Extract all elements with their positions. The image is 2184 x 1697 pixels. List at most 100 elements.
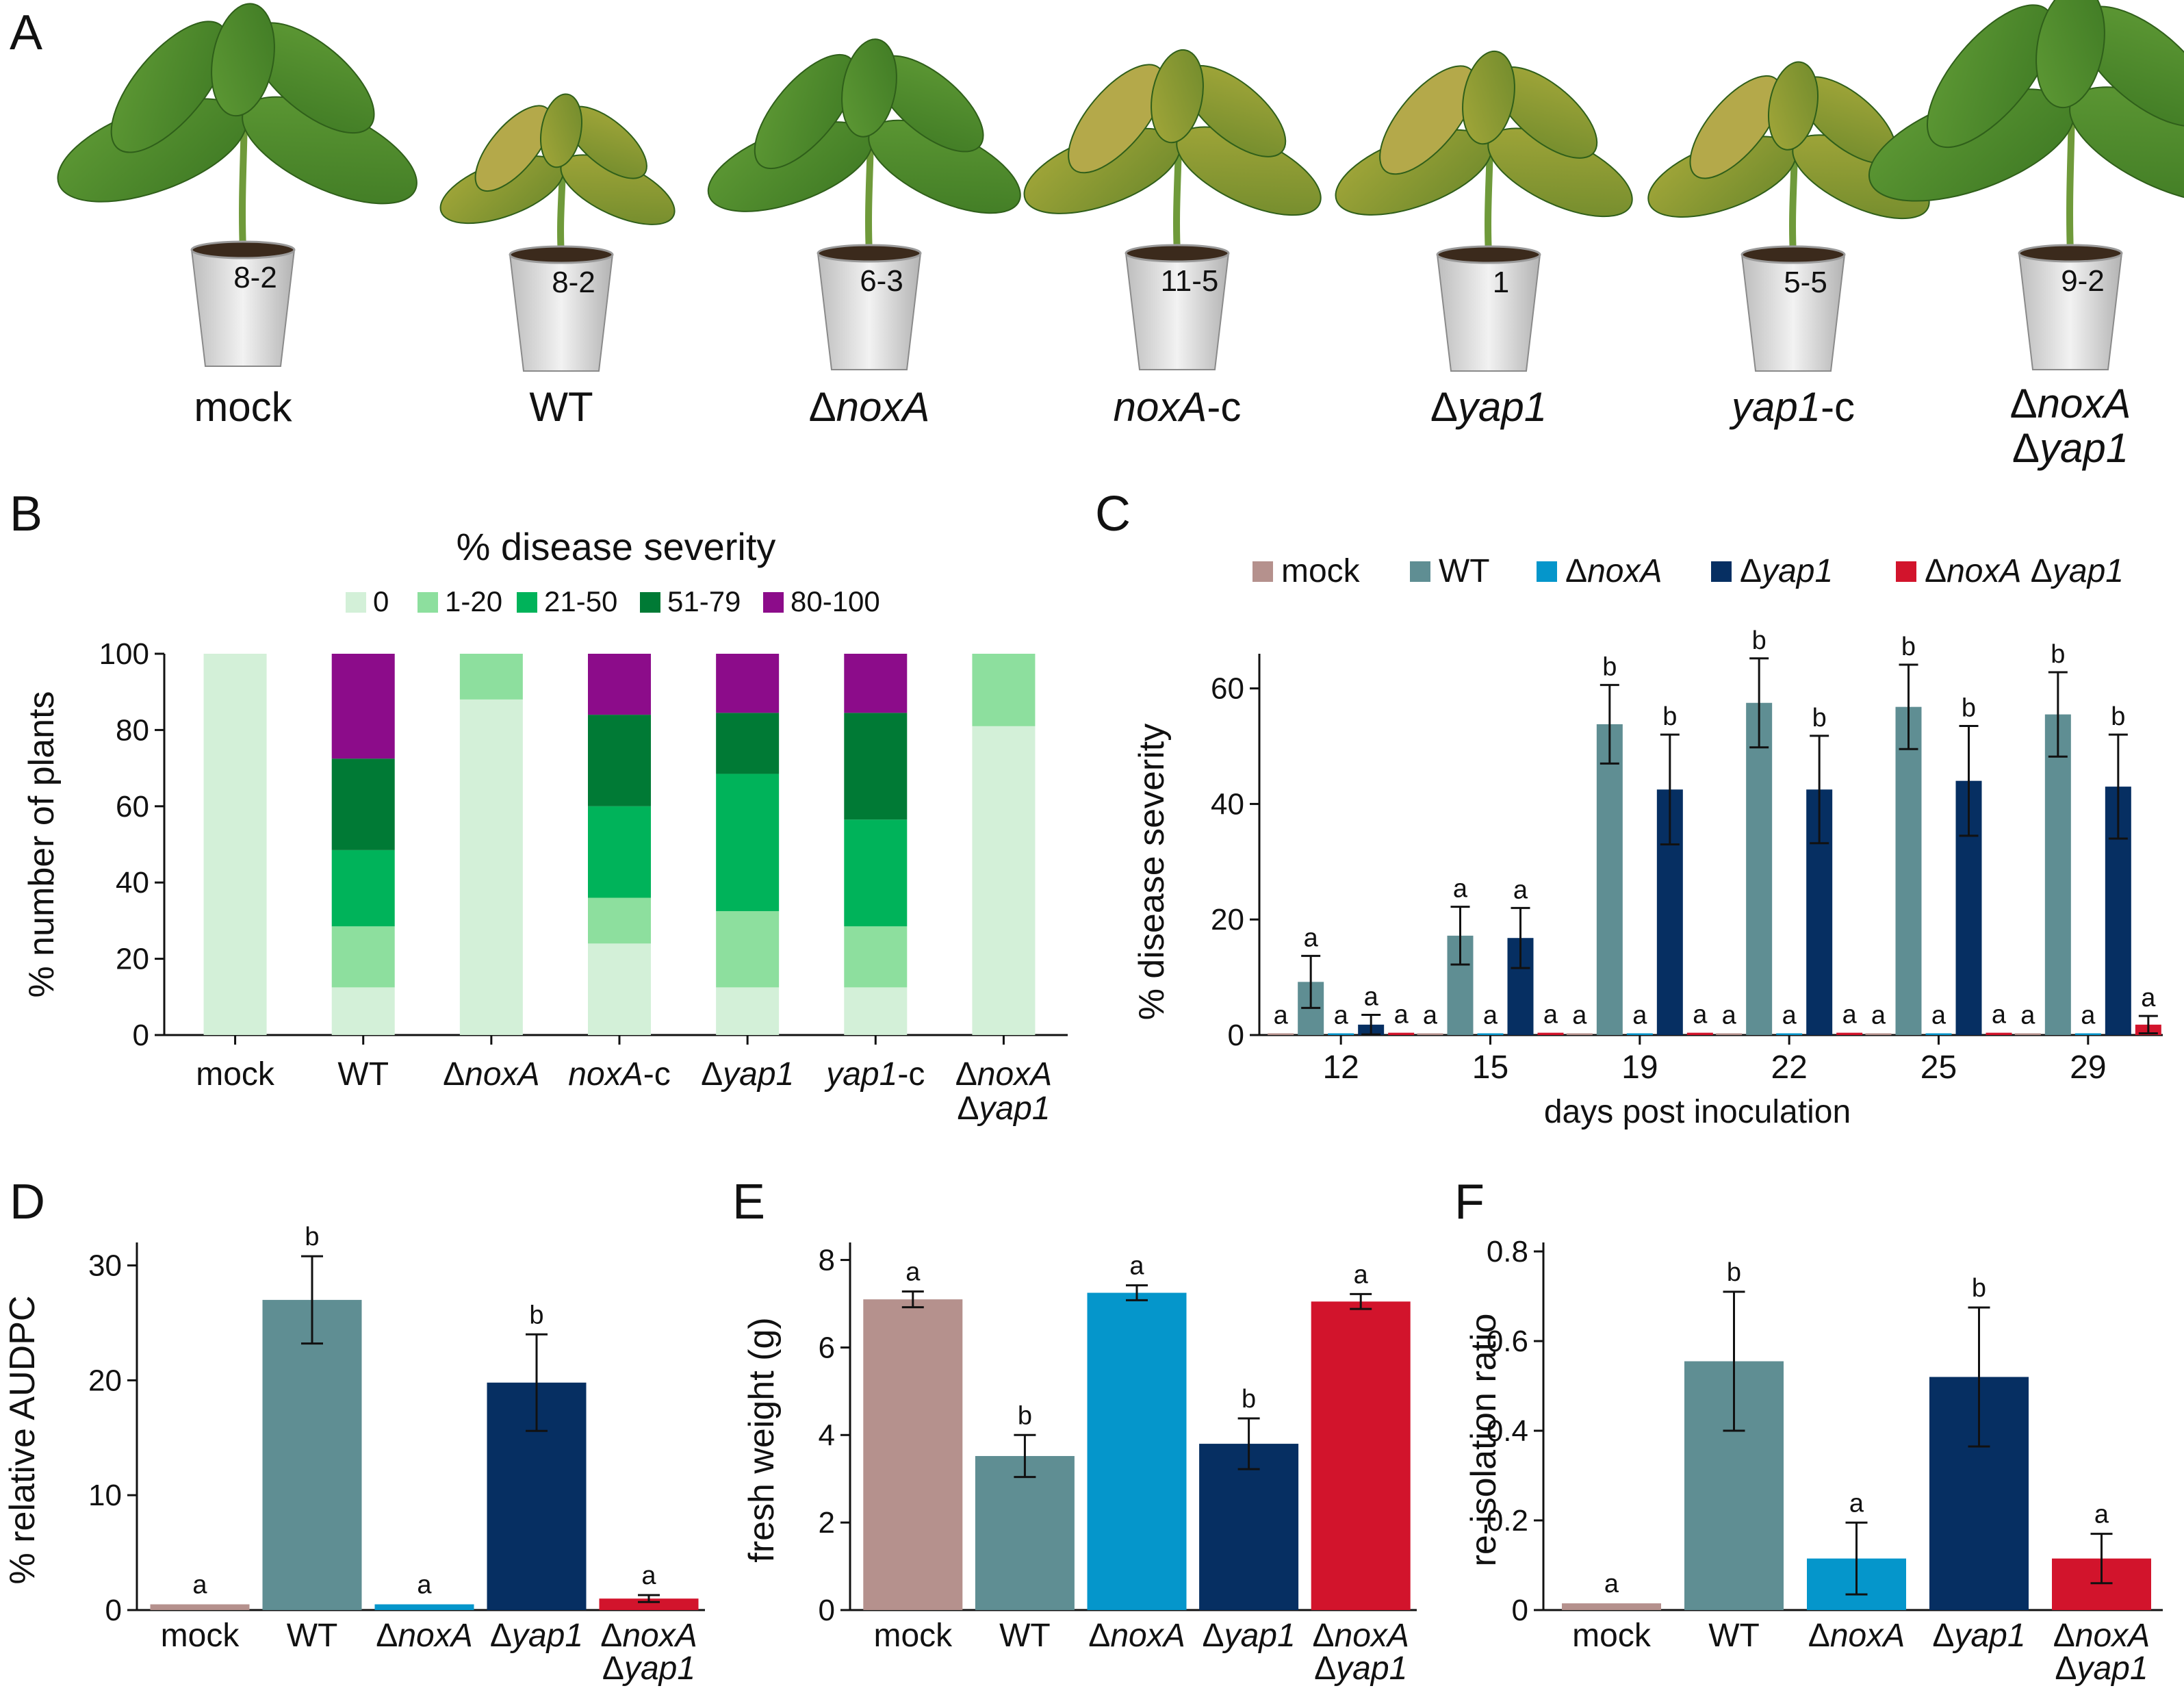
significance-letter: b xyxy=(1901,633,1916,661)
legend-swatch-21-50 xyxy=(517,592,537,613)
bar-80-100 xyxy=(588,654,651,715)
bar-0 xyxy=(331,987,395,1035)
significance-letter: a xyxy=(1364,982,1379,1011)
error-bar xyxy=(901,1290,924,1309)
error-bar xyxy=(1126,1284,1148,1301)
error-bar xyxy=(1899,663,1918,750)
plant-label-5: Δyap1 xyxy=(1430,384,1547,430)
significance-letter: a xyxy=(2081,1001,2096,1030)
bar-21-50 xyxy=(588,806,651,898)
plant-photo-1: 8-2 xyxy=(57,3,417,367)
significance-letter: a xyxy=(1871,1001,1886,1030)
x-tick-label-2: WT xyxy=(337,1056,389,1093)
soil xyxy=(190,240,296,259)
significance-letter: b xyxy=(1662,702,1677,731)
error-bar xyxy=(2048,671,2068,758)
pot-label: 1 xyxy=(1493,266,1509,299)
error-bar xyxy=(1014,1433,1036,1479)
x-axis-label: days post inoculation xyxy=(1544,1094,1851,1130)
x-tick-label-7-line1: ΔnoxA xyxy=(955,1056,1052,1093)
chart-d-audpc: % relative AUDPC 0 10 20 30 a mock b WT a ΔnoxA b Δy… xyxy=(3,1223,705,1687)
legend-swatch-1-20 xyxy=(417,592,438,613)
bar-4 xyxy=(1199,1444,1299,1610)
y-tick-label: 0 xyxy=(133,1019,149,1052)
x-tick-label-4: Δyap1 xyxy=(490,1618,583,1654)
bar-21-50 xyxy=(331,850,395,927)
leaf xyxy=(211,3,275,117)
y-tick-label: 20 xyxy=(116,943,149,976)
leaf xyxy=(841,38,897,138)
bar-ΔnoxA Δyap1-19 xyxy=(1686,1032,1713,1035)
bar-0 xyxy=(972,726,1036,1035)
bar-mock-29 xyxy=(2014,1033,2041,1035)
plant-photo-2: 8-2 xyxy=(439,93,676,372)
panel-letter-f: F xyxy=(1454,1175,1485,1229)
significance-letter: b xyxy=(1972,1274,1986,1303)
y-tick-label: 0.2 xyxy=(1487,1504,1528,1537)
plant-label-2: WT xyxy=(529,384,593,430)
leaf xyxy=(1926,4,2055,149)
significance-letter: a xyxy=(1722,1001,1737,1030)
leaf xyxy=(1689,75,1782,179)
x-tick-label-7-line2: Δyap1 xyxy=(957,1090,1050,1127)
bar-1-20 xyxy=(459,654,523,700)
x-tick-label-2: WT xyxy=(999,1618,1051,1654)
x-tick-label-5-line1: ΔnoxA xyxy=(2053,1618,2150,1654)
significance-letter: b xyxy=(1018,1401,1032,1430)
significance-letter: b xyxy=(1727,1258,1741,1287)
bar-0 xyxy=(203,654,267,1035)
y-axis-label: % disease severity xyxy=(1132,724,1172,1021)
error-bar xyxy=(1511,906,1530,969)
bar-51-79 xyxy=(588,715,651,806)
plant-photo-4: 11-5 xyxy=(1023,49,1322,370)
bar-WT-22 xyxy=(1746,702,1773,1035)
legend-label-5: ΔnoxA Δyap1 xyxy=(1925,553,2124,589)
pot-label: 9-2 xyxy=(2061,264,2105,298)
bar-ΔnoxA-22 xyxy=(1776,1033,1803,1035)
bar-mock-12 xyxy=(1268,1033,1294,1035)
y-tick-label: 100 xyxy=(99,637,149,671)
y-tick-label: 0.6 xyxy=(1487,1325,1528,1358)
significance-letter: a xyxy=(1453,875,1468,904)
y-tick-label: 0 xyxy=(1228,1019,1244,1052)
bar-ΔnoxA Δyap1-15 xyxy=(1537,1032,1564,1035)
panel-letter-d: D xyxy=(10,1175,45,1229)
x-tick-label-3: ΔnoxA xyxy=(376,1618,472,1654)
bar-80-100 xyxy=(844,654,908,713)
significance-letter: a xyxy=(1931,1001,1947,1030)
significance-letter: b xyxy=(529,1301,543,1329)
x-tick-label: 19 xyxy=(1621,1049,1658,1086)
error-bar xyxy=(1237,1417,1260,1470)
error-bar xyxy=(1723,1290,1745,1432)
error-bar xyxy=(1600,684,1619,765)
plant-label-7-line2: Δyap1 xyxy=(2012,425,2129,471)
error-bar xyxy=(1301,954,1321,1009)
significance-letter: a xyxy=(2094,1501,2109,1529)
bar-80-100 xyxy=(716,654,780,713)
legend-label-0: 0 xyxy=(373,585,389,617)
bar-WT-29 xyxy=(2044,714,2071,1035)
y-tick-label: 60 xyxy=(1211,672,1244,706)
significance-letter: a xyxy=(417,1571,432,1600)
pot-label: 6-3 xyxy=(860,264,903,298)
x-tick-label: 22 xyxy=(1771,1049,1807,1086)
chart-b-stacked-severity: % number of plants % disease severity 0 1-2… xyxy=(22,525,1068,1127)
significance-letter: a xyxy=(1543,1001,1558,1030)
pot-label: 8-2 xyxy=(233,261,277,294)
x-tick-label-5-line1: ΔnoxA xyxy=(1312,1618,1409,1654)
chart-title: % disease severity xyxy=(457,525,776,568)
significance-letter: b xyxy=(1242,1385,1256,1414)
significance-letter: a xyxy=(192,1571,207,1600)
panel-letter-c: C xyxy=(1095,487,1131,541)
bar-21-50 xyxy=(716,774,780,911)
leaf xyxy=(474,105,552,192)
y-tick-label: 0.4 xyxy=(1487,1414,1528,1448)
significance-letter: a xyxy=(2141,984,2156,1012)
error-bar xyxy=(638,1594,660,1603)
significance-letter: a xyxy=(1992,1001,2007,1030)
leaf xyxy=(1379,65,1477,175)
x-tick-label-2: WT xyxy=(287,1618,338,1654)
x-tick-label-3: ΔnoxA xyxy=(1088,1618,1185,1654)
